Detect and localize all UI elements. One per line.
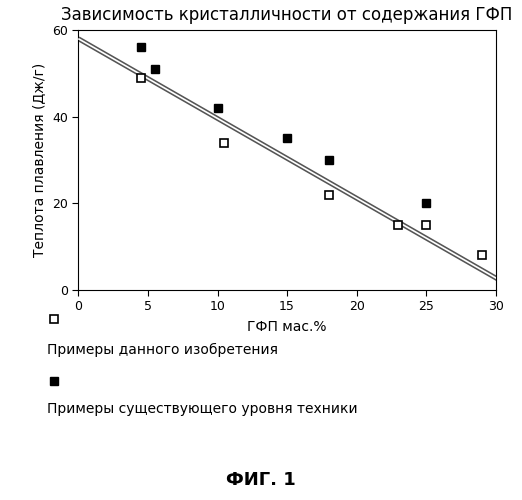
Y-axis label: Теплота плавления (Дж/г): Теплота плавления (Дж/г) <box>32 63 46 257</box>
Text: Примеры существующего уровня техники: Примеры существующего уровня техники <box>47 402 358 416</box>
Text: ФИГ. 1: ФИГ. 1 <box>226 471 296 489</box>
Text: Примеры данного изобретения: Примеры данного изобретения <box>47 342 278 356</box>
X-axis label: ГФП мас.%: ГФП мас.% <box>247 320 327 334</box>
Title: Зависимость кристалличности от содержания ГФП: Зависимость кристалличности от содержани… <box>62 6 513 25</box>
